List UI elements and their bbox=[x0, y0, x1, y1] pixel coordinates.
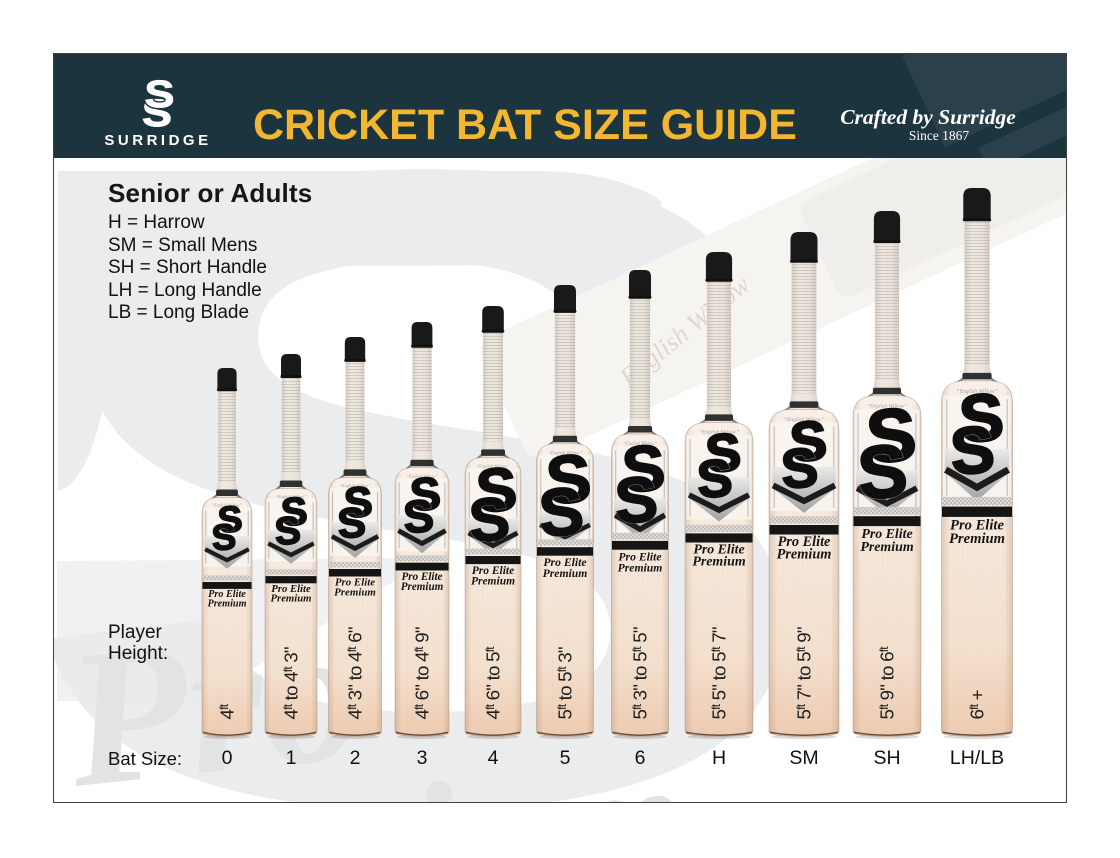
svg-text:Premium: Premium bbox=[777, 546, 832, 562]
svg-text:4ft​: 4ft​ bbox=[217, 703, 238, 719]
svg-text:“English Willow”: “English Willow” bbox=[476, 464, 510, 469]
svg-text:5ft​ 7" to 5ft​ 9": 5ft​ 7" to 5ft​ 9" bbox=[794, 627, 815, 719]
svg-text:Premium: Premium bbox=[692, 554, 745, 569]
svg-text:Pro Elite: Pro Elite bbox=[472, 565, 515, 577]
svg-text:“English Willow”: “English Willow” bbox=[867, 403, 907, 410]
svg-text:“English Willow”: “English Willow” bbox=[276, 494, 308, 499]
svg-text:Pro Elite: Pro Elite bbox=[543, 556, 586, 569]
svg-text:“English Willow”: “English Willow” bbox=[340, 483, 372, 488]
svg-text:Pro Elite: Pro Elite bbox=[402, 571, 443, 583]
svg-text:Premium: Premium bbox=[471, 575, 515, 587]
svg-text:“English Willow”: “English Willow” bbox=[406, 474, 438, 479]
svg-text:4ft​ to 4ft​ 3": 4ft​ to 4ft​ 3" bbox=[281, 647, 302, 719]
svg-text:“English Willow”: “English Willow” bbox=[956, 388, 998, 395]
svg-text:Pro Elite: Pro Elite bbox=[861, 527, 912, 542]
svg-text:“English Willow”: “English Willow” bbox=[212, 503, 243, 508]
svg-text:“English Willow”: “English Willow” bbox=[623, 441, 657, 447]
svg-text:Premium: Premium bbox=[334, 586, 376, 598]
svg-text:Premium: Premium bbox=[401, 581, 444, 593]
svg-text:“English Willow”: “English Willow” bbox=[699, 429, 739, 436]
svg-text:5ft​ to 5ft​ 3": 5ft​ to 5ft​ 3" bbox=[555, 647, 576, 719]
svg-text:4ft​ 3" to 4ft​ 6": 4ft​ 3" to 4ft​ 6" bbox=[345, 627, 366, 719]
svg-text:Pro Elite: Pro Elite bbox=[693, 543, 744, 558]
svg-text:6ft​ +: 6ft​ + bbox=[967, 689, 988, 719]
svg-text:Pro Elite: Pro Elite bbox=[618, 550, 661, 563]
svg-text:Premium: Premium bbox=[860, 540, 913, 555]
svg-text:Pro Elite: Pro Elite bbox=[335, 577, 375, 589]
svg-text:“English Willow”: “English Willow” bbox=[784, 416, 825, 423]
svg-text:Pro Elite: Pro Elite bbox=[271, 583, 311, 595]
svg-text:“English Willow”: “English Willow” bbox=[548, 450, 582, 456]
svg-text:4ft​ 6" to 4ft​ 9": 4ft​ 6" to 4ft​ 9" bbox=[412, 627, 433, 719]
svg-text:Premium: Premium bbox=[207, 598, 246, 609]
svg-text:5ft​ 9" to 6ft​: 5ft​ 9" to 6ft​ bbox=[877, 646, 898, 720]
svg-text:Premium: Premium bbox=[543, 567, 588, 580]
svg-text:Premium: Premium bbox=[949, 531, 1005, 547]
svg-text:Premium: Premium bbox=[618, 562, 663, 575]
svg-text:5ft​ 3" to 5ft​ 5": 5ft​ 3" to 5ft​ 5" bbox=[630, 627, 651, 719]
svg-text:4ft​ 6" to 5ft​: 4ft​ 6" to 5ft​ bbox=[483, 646, 504, 720]
svg-text:Pro Elite: Pro Elite bbox=[950, 517, 1004, 533]
svg-text:Premium: Premium bbox=[271, 592, 312, 604]
svg-text:Pro Elite: Pro Elite bbox=[208, 589, 246, 600]
svg-text:5ft​ 5" to 5ft​ 7": 5ft​ 5" to 5ft​ 7" bbox=[709, 627, 730, 719]
svg-text:Pro Elite: Pro Elite bbox=[778, 534, 831, 550]
